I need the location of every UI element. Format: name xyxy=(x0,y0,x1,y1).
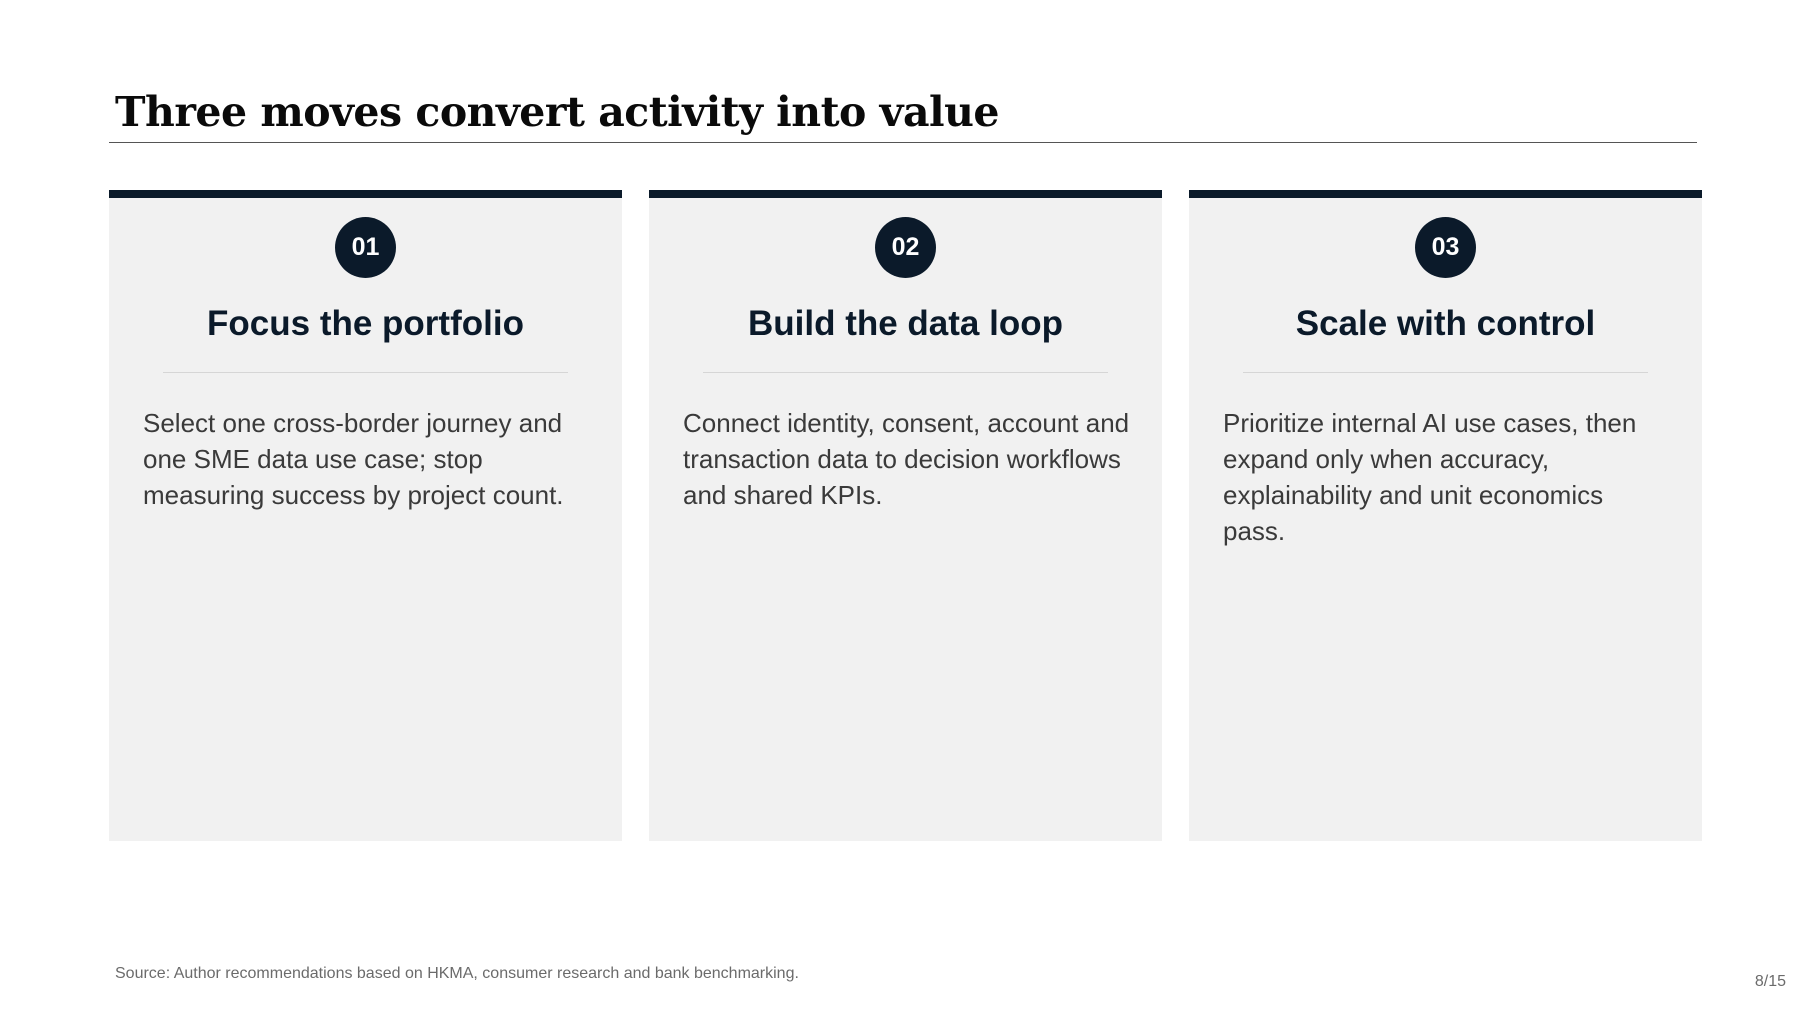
card-heading: Focus the portfolio xyxy=(207,304,524,343)
card-focus-portfolio: 01 Focus the portfolio Select one cross-… xyxy=(109,190,622,841)
card-description: Prioritize internal AI use cases, then e… xyxy=(1223,408,1637,546)
card-divider xyxy=(163,372,568,373)
title-divider xyxy=(109,142,1697,143)
page-number: 8/15 xyxy=(1754,973,1786,990)
card-build-data-loop: 02 Build the data loop Connect identity,… xyxy=(649,190,1162,841)
card-heading: Build the data loop xyxy=(748,304,1063,343)
source-note: Source: Author recommendations based on … xyxy=(115,965,799,982)
card-divider xyxy=(1243,372,1648,373)
step-number-badge: 01 xyxy=(335,217,396,278)
cards-row: 01 Focus the portfolio Select one cross-… xyxy=(109,190,1702,841)
step-number-badge: 02 xyxy=(875,217,936,278)
card-heading: Scale with control xyxy=(1295,304,1596,343)
card-description: Select one cross-border journey and one … xyxy=(143,408,564,510)
step-number-badge: 03 xyxy=(1415,217,1476,278)
card-description: Connect identity, consent, account and t… xyxy=(683,408,1130,510)
card-scale-with-control: 03 Scale with control Prioritize interna… xyxy=(1189,190,1702,841)
slide-title: Three moves convert activity into value xyxy=(115,88,999,136)
card-divider xyxy=(703,372,1108,373)
